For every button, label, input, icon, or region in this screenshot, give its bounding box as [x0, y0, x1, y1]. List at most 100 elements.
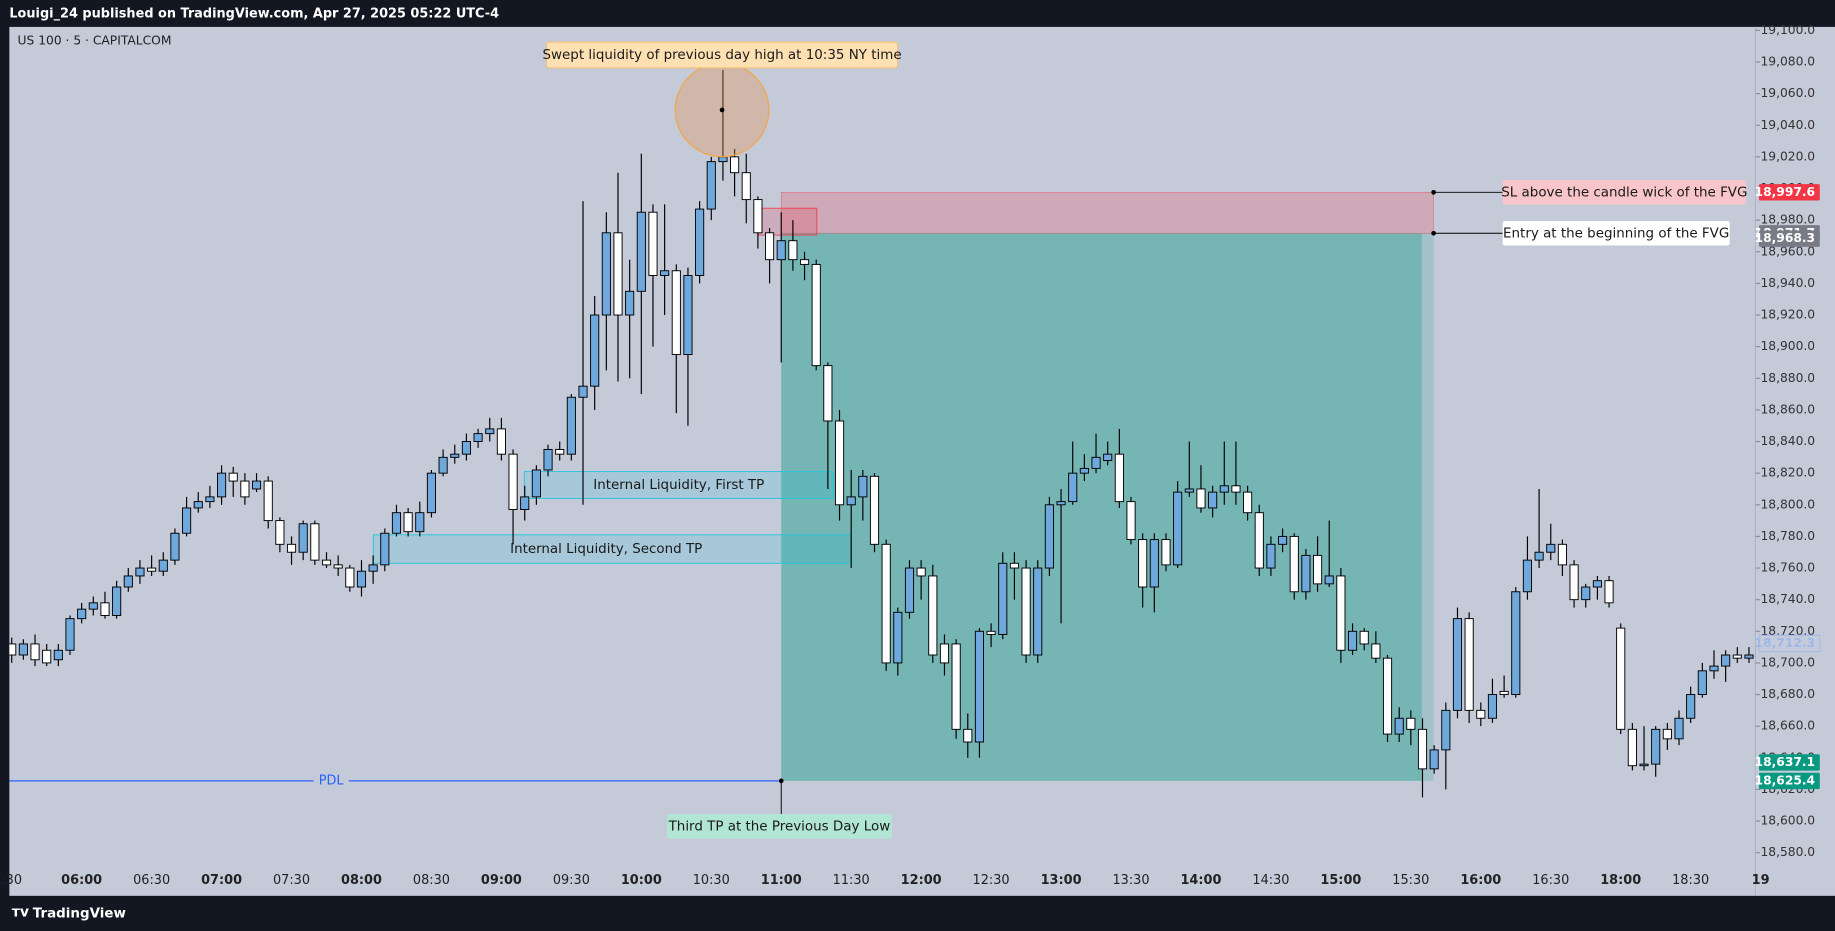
- target-zone-tail: [1421, 233, 1434, 781]
- x-tick-label: :30: [1, 873, 22, 888]
- candle-body: [1581, 586, 1591, 601]
- candle-body: [939, 643, 950, 664]
- candle-body: [1382, 657, 1393, 735]
- candle-body: [1627, 728, 1637, 767]
- candle-body: [601, 232, 611, 316]
- candle-body: [1266, 543, 1276, 569]
- candle-body: [1697, 670, 1707, 696]
- y-tick-label: 19,060.0: [1760, 86, 1815, 100]
- zones-layer: Internal Liquidity, First TP Internal Liq…: [9, 191, 1434, 790]
- pdl-label: PDL: [319, 773, 345, 788]
- liquidity-zone-label: Internal Liquidity, First TP: [593, 478, 764, 493]
- candle-body: [1732, 654, 1742, 659]
- x-tick-label: 08:00: [341, 873, 382, 888]
- candle-body: [1592, 580, 1602, 588]
- price-badge: [1758, 754, 1820, 771]
- candle-body: [1721, 654, 1731, 667]
- candle-body: [1114, 453, 1124, 503]
- liquidity-zone: [372, 534, 852, 564]
- price-badge-label: 18,637.1: [1755, 755, 1816, 769]
- candle-body: [963, 728, 973, 743]
- candle-body: [1674, 717, 1684, 740]
- fvg-box: [757, 207, 818, 236]
- y-tick-label: 18,840.0: [1760, 434, 1815, 448]
- candle-body: [333, 564, 343, 569]
- stop-zone: [780, 191, 1434, 234]
- x-tick-label: 06:30: [133, 873, 170, 888]
- price-badge: [1758, 230, 1820, 247]
- target-zone: [781, 233, 1422, 781]
- x-tick-label: 07:00: [201, 873, 242, 888]
- candle-body: [1639, 763, 1649, 767]
- candle-body: [1021, 567, 1031, 656]
- candle-body: [403, 512, 413, 533]
- candle-body: [834, 420, 845, 506]
- y-tick-label: 18,680.0: [1760, 687, 1815, 701]
- footer-bar: [0, 895, 1835, 931]
- candle-body: [706, 161, 716, 210]
- y-tick-label: 18,800.0: [1760, 497, 1815, 511]
- candle-body: [1347, 630, 1358, 651]
- candle-body: [1336, 575, 1346, 651]
- candle-body: [356, 570, 367, 588]
- candle-body: [123, 575, 133, 588]
- entry-callout: [1502, 220, 1730, 246]
- stop-callout: [1502, 180, 1747, 205]
- candle-body: [1511, 591, 1521, 696]
- candle-body: [916, 567, 926, 577]
- candle-body: [858, 475, 868, 498]
- footer-text: TradingView: [33, 906, 126, 921]
- candle-body: [1429, 749, 1439, 770]
- candle-body: [776, 240, 786, 261]
- x-tick-label: 15:00: [1320, 873, 1361, 888]
- candle-body: [438, 456, 448, 474]
- candle-body: [1522, 559, 1533, 593]
- x-tick-label: 11:00: [761, 873, 802, 888]
- x-tick-label: 13:00: [1041, 873, 1082, 888]
- candle-body: [636, 211, 646, 292]
- price-badge-label: 18,997.6: [1755, 185, 1816, 199]
- pdl-label-bg: [313, 772, 349, 790]
- candle-body: [77, 608, 87, 620]
- candle-body: [590, 314, 600, 387]
- candle-body: [531, 469, 541, 498]
- candle-body: [998, 562, 1008, 635]
- candle-body: [100, 602, 110, 616]
- candle-body: [660, 270, 670, 276]
- liquidity-zone: [523, 471, 834, 499]
- candle-body: [1091, 456, 1101, 469]
- price-badge-label: 18,968.3: [1755, 231, 1816, 245]
- price-badge: [1758, 772, 1820, 790]
- candle-body: [788, 240, 798, 261]
- candle-body: [275, 520, 285, 545]
- candle-body: [1324, 575, 1334, 585]
- y-tick-label: 18,660.0: [1760, 719, 1815, 733]
- candle-body: [450, 453, 460, 458]
- candle-body: [1487, 694, 1498, 719]
- stop-text: SL above the candle wick of the FVG: [1501, 185, 1747, 200]
- candle-body: [205, 496, 215, 503]
- y-tick-label: 19,020.0: [1760, 149, 1815, 163]
- candle-body: [904, 567, 915, 613]
- candle-body: [1126, 501, 1136, 541]
- candle-body: [799, 259, 810, 265]
- candle-body: [520, 496, 530, 510]
- candle-body: [391, 512, 402, 534]
- candle-body: [765, 232, 775, 261]
- candle-body: [345, 567, 355, 588]
- candle-body: [613, 232, 623, 316]
- axis-layer: :30 06:00 06:30 07:00 07:30 08:00 08:30 09:00 09…: [1, 23, 1821, 888]
- candle-body: [1452, 618, 1463, 711]
- candle-body: [170, 532, 180, 561]
- candle-body: [1441, 709, 1451, 751]
- target-dot: [778, 778, 784, 784]
- y-tick-label: 18,920.0: [1760, 308, 1815, 322]
- x-tick-label: 10:00: [621, 873, 662, 888]
- candle-body: [1161, 539, 1171, 566]
- candle-body: [974, 630, 985, 743]
- x-tick-label: 08:30: [413, 873, 450, 888]
- candle-body: [1476, 709, 1486, 719]
- y-tick-label: 18,600.0: [1760, 814, 1815, 828]
- candle-body: [869, 475, 880, 545]
- price-badge-label: 18,712.3: [1755, 636, 1816, 650]
